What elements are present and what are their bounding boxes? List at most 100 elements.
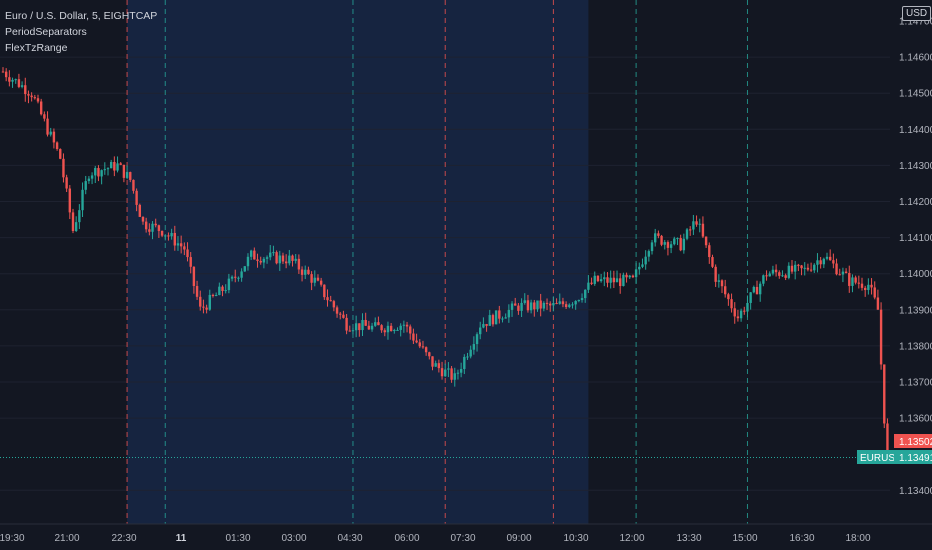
candle-body <box>374 322 377 326</box>
candle-body <box>199 296 202 307</box>
candle-body <box>428 352 431 357</box>
candle-body <box>319 280 323 285</box>
candle-body <box>727 294 730 300</box>
candle-body <box>265 257 269 259</box>
candle-body <box>797 264 800 266</box>
candle-body <box>746 302 749 312</box>
candle-body <box>227 278 231 291</box>
candle-body <box>62 158 65 178</box>
candle-body <box>536 300 539 310</box>
candle-body <box>173 232 176 246</box>
time-tick-label: 07:30 <box>450 533 475 544</box>
candle-body <box>36 98 40 102</box>
symbol-badge <box>857 450 894 464</box>
candle-body <box>262 258 266 263</box>
candle-body <box>650 242 654 252</box>
candle-body <box>144 221 148 230</box>
candle-body <box>456 372 460 374</box>
indicator-flex-tz-range[interactable]: FlexTzRange <box>5 42 68 54</box>
candle-body <box>434 363 437 367</box>
candle-body <box>596 275 600 282</box>
candle-body <box>256 259 259 261</box>
candle-body <box>778 272 781 276</box>
candle-body <box>463 356 466 370</box>
time-tick-day-label: 11 <box>176 533 187 544</box>
candle-body <box>71 212 75 232</box>
candle-body <box>689 229 692 231</box>
candle-body <box>249 250 253 257</box>
candle-body <box>717 280 721 282</box>
price-tick-label: 1.13600 <box>899 414 932 425</box>
candle-body <box>424 347 428 353</box>
candle-body <box>221 286 224 291</box>
candle-body <box>316 277 320 281</box>
symbol-title[interactable]: Euro / U.S. Dollar, 5, EIGHTCAP <box>5 10 158 22</box>
candle-body <box>784 275 787 278</box>
candle-body <box>739 310 743 319</box>
candle-body <box>103 169 107 171</box>
candle-body <box>386 325 390 333</box>
candle-body <box>135 190 138 205</box>
candle-body <box>170 232 173 237</box>
candle-body <box>453 373 456 380</box>
candle-body <box>141 216 145 222</box>
candle-body <box>300 269 304 275</box>
candle-body <box>39 101 43 115</box>
period-separators <box>126 0 748 524</box>
last-price-badge <box>894 450 932 464</box>
candle-body <box>755 286 759 295</box>
candle-body <box>243 266 246 272</box>
candle-body <box>466 356 469 358</box>
candle-body <box>409 326 412 334</box>
candle-body <box>109 161 113 169</box>
candle-body <box>628 275 631 278</box>
candle-body <box>84 181 87 190</box>
candle-body <box>685 229 689 239</box>
indicator-period-separators[interactable]: PeriodSeparators <box>5 26 87 38</box>
candle-series <box>1 67 889 456</box>
candle-body <box>679 238 682 251</box>
candle-body <box>240 271 243 278</box>
candle-body <box>695 221 698 225</box>
time-tick-label: 18:00 <box>845 533 870 544</box>
time-axis[interactable]: 19:30 21:00 22:30 11 01:30 03:00 04:30 06:00 07:… <box>0 533 871 544</box>
candle-body <box>857 282 861 284</box>
candle-body <box>800 265 803 269</box>
time-tick-label: 09:00 <box>506 533 531 544</box>
candle-body <box>399 325 402 330</box>
candle-body <box>708 245 711 258</box>
candle-body <box>27 94 30 96</box>
candle-body <box>873 287 876 298</box>
candle-body <box>647 251 651 257</box>
candle-body <box>447 368 450 370</box>
symbol-badge-text: EURUSD <box>860 453 902 464</box>
candle-body <box>851 277 854 286</box>
candle-body <box>469 349 472 357</box>
currency-unit-label[interactable]: USD <box>902 6 932 21</box>
candle-body <box>106 168 110 170</box>
candle-body <box>421 346 425 348</box>
candle-body <box>520 302 523 311</box>
candle-body <box>704 236 708 246</box>
prev-price-text: 1.13502 <box>899 437 932 448</box>
candle-body <box>838 274 841 276</box>
candle-body <box>606 277 609 283</box>
candle-body <box>870 284 873 288</box>
candle-body <box>164 235 167 237</box>
candle-body <box>68 188 72 213</box>
candle-body <box>485 324 488 326</box>
candle-body <box>132 179 135 191</box>
price-axis[interactable]: 1.14600 1.14500 1.14400 1.14300 1.14200 1.141… <box>899 17 932 497</box>
candle-body <box>307 269 310 275</box>
candle-body <box>832 260 835 264</box>
candle-body <box>348 330 351 332</box>
candle-body <box>11 79 14 82</box>
time-tick-label: 13:30 <box>676 533 701 544</box>
candle-body <box>479 327 482 335</box>
candle-body <box>55 142 59 150</box>
candle-body <box>539 300 542 309</box>
candle-body <box>673 238 676 245</box>
candle-body <box>574 300 577 305</box>
candle-body <box>323 284 326 298</box>
